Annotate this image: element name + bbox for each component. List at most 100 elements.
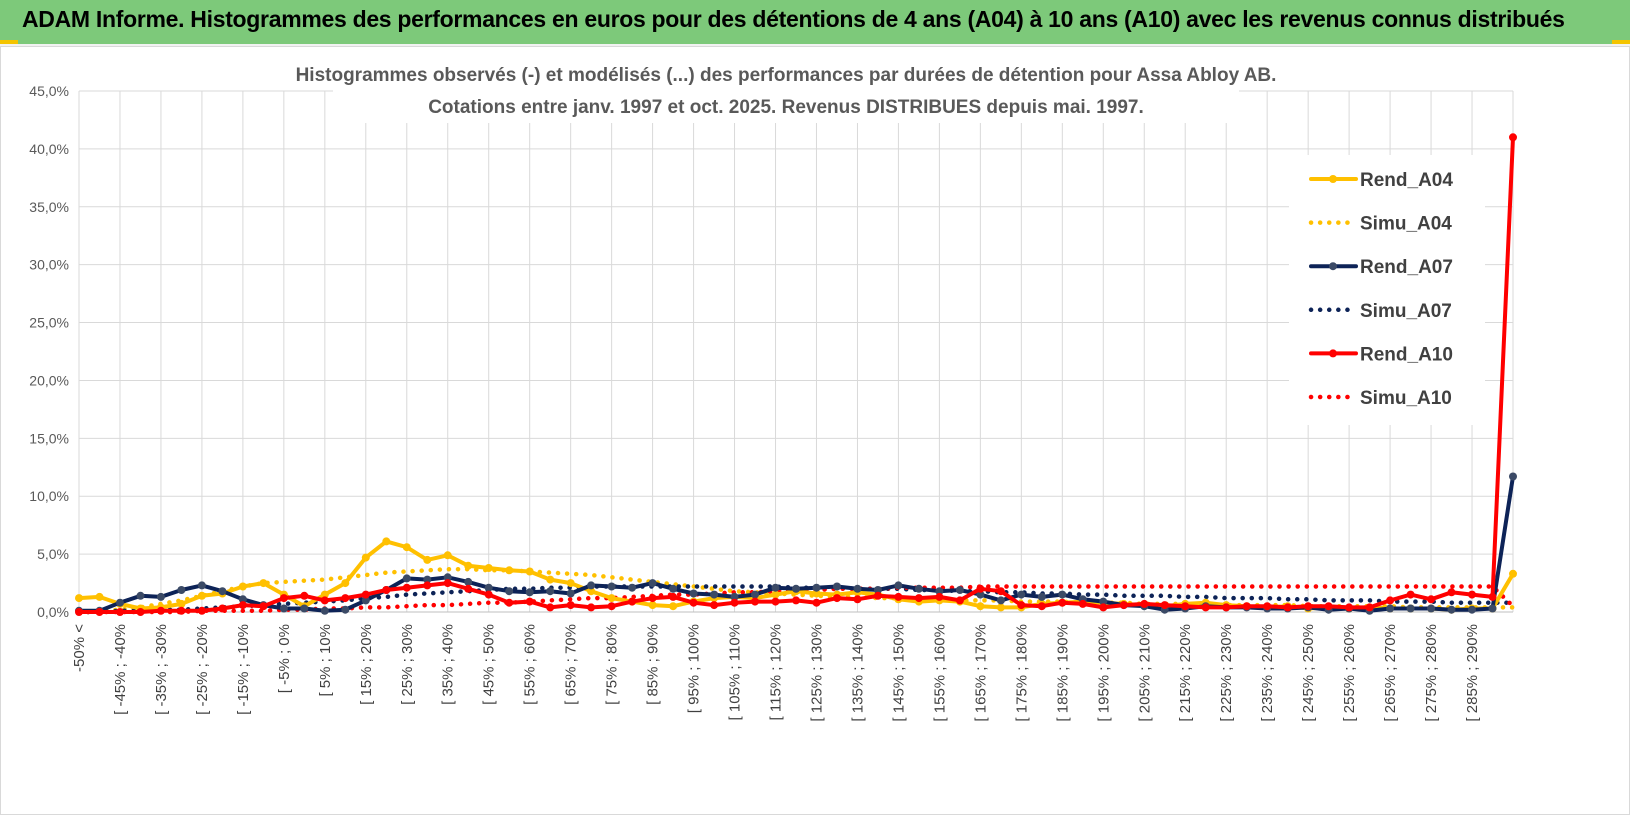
point-rend-a10 — [546, 603, 555, 612]
point-rend-a10 — [628, 597, 637, 606]
header-accent-right — [1612, 40, 1630, 44]
point-rend-a04 — [177, 599, 186, 608]
point-rend-a04 — [197, 591, 206, 600]
point-rend-a07 — [464, 577, 473, 586]
x-tick-label: [ 225% ; 230% — [1218, 624, 1235, 722]
x-tick-label: [ -25% ; -20% — [194, 624, 211, 715]
point-rend-a10 — [1017, 601, 1026, 610]
x-tick-label: [ 245% ; 250% — [1300, 624, 1317, 722]
point-rend-a10 — [1447, 588, 1456, 597]
point-rend-a10 — [505, 598, 514, 607]
point-rend-a07 — [1488, 604, 1497, 613]
point-rend-a10 — [566, 601, 575, 610]
point-rend-a07 — [873, 586, 882, 594]
y-axis-ticks: 0,0% 5,0% 10,0% 15,0% 20,0% 25,0% 30,0% 35,0% 40… — [29, 83, 69, 620]
point-rend-a10 — [443, 579, 452, 588]
point-rend-a07 — [955, 586, 964, 594]
point-rend-a07 — [177, 586, 186, 594]
point-rend-a10 — [1140, 599, 1149, 608]
point-rend-a10 — [873, 591, 882, 600]
x-tick-label: [ 275% ; 280% — [1423, 624, 1440, 722]
point-rend-a10 — [1058, 598, 1067, 607]
x-tick-label: [ 285% ; 290% — [1464, 624, 1481, 722]
legend-marker-rend-a04 — [1329, 175, 1337, 183]
y-tick-label: 40,0% — [29, 141, 69, 157]
y-tick-label: 15,0% — [29, 430, 69, 446]
legend-marker-rend-a07 — [1329, 262, 1337, 271]
point-rend-a10 — [1406, 590, 1415, 599]
x-tick-label: [ 155% ; 160% — [931, 624, 948, 722]
point-rend-a04 — [771, 590, 780, 599]
point-rend-a04 — [464, 561, 473, 570]
point-rend-a10 — [95, 608, 104, 616]
point-rend-a04 — [812, 589, 821, 598]
point-rend-a07 — [116, 598, 124, 607]
x-tick-label: [ -35% ; -30% — [153, 624, 170, 715]
point-rend-a10 — [1160, 601, 1169, 610]
x-tick-label: [ 255% ; 260% — [1341, 624, 1358, 722]
point-rend-a07 — [525, 588, 534, 597]
point-rend-a04 — [423, 555, 432, 564]
point-rend-a10 — [197, 606, 206, 615]
x-tick-label: [ 145% ; 150% — [890, 624, 907, 722]
chart-legend: Rend_A04 Simu_A04 Rend_A07 Simu_A07 Rend_A10… — [1289, 155, 1485, 425]
point-rend-a10 — [955, 596, 964, 605]
point-rend-a04 — [341, 579, 350, 588]
x-tick-label: [ 95% ; 100% — [686, 624, 703, 713]
point-rend-a07 — [156, 592, 165, 601]
y-tick-label: 10,0% — [29, 488, 69, 504]
point-rend-a10 — [1345, 603, 1354, 612]
x-tick-label: [ 185% ; 190% — [1054, 624, 1071, 722]
point-rend-a10 — [1304, 602, 1313, 611]
x-tick-label: [ 125% ; 130% — [808, 624, 825, 722]
point-rend-a10 — [1263, 602, 1272, 611]
point-rend-a10 — [300, 591, 309, 600]
point-rend-a07 — [546, 587, 555, 596]
point-rend-a07 — [484, 583, 493, 592]
point-rend-a10 — [136, 608, 145, 616]
point-rend-a10 — [1324, 602, 1333, 611]
point-rend-a10 — [853, 595, 862, 604]
x-tick-label: [ 45% ; 50% — [481, 624, 498, 705]
point-rend-a10 — [341, 594, 350, 603]
point-rend-a04 — [443, 551, 452, 560]
point-rend-a07 — [300, 604, 309, 613]
point-rend-a10 — [587, 603, 596, 612]
x-tick-label: [ 195% ; 200% — [1095, 624, 1112, 722]
point-rend-a10 — [976, 584, 985, 593]
point-rend-a07 — [423, 575, 432, 584]
point-rend-a07 — [505, 587, 514, 596]
point-rend-a10 — [1427, 595, 1436, 604]
point-rend-a07 — [812, 583, 821, 592]
point-rend-a10 — [996, 587, 1005, 596]
point-rend-a04 — [976, 602, 985, 611]
y-tick-label: 0,0% — [37, 604, 69, 620]
point-rend-a10 — [116, 608, 124, 616]
point-rend-a10 — [771, 597, 780, 606]
point-rend-a10 — [218, 604, 227, 613]
point-rend-a10 — [423, 581, 432, 590]
x-tick-label: [ 215% ; 220% — [1177, 624, 1194, 722]
point-rend-a07 — [218, 587, 227, 596]
point-rend-a04 — [996, 603, 1005, 612]
x-tick-label: [ -45% ; -40% — [112, 624, 129, 715]
point-rend-a10 — [279, 594, 288, 603]
point-rend-a07 — [1406, 604, 1415, 613]
point-rend-a10 — [1509, 133, 1517, 142]
x-tick-label: [ 35% ; 40% — [440, 624, 457, 705]
point-rend-a10 — [914, 594, 923, 603]
point-rend-a10 — [525, 597, 534, 606]
point-rend-a04 — [259, 579, 268, 588]
point-rend-a07 — [648, 579, 657, 588]
point-rend-a04 — [525, 567, 534, 576]
x-tick-label: [ 65% ; 70% — [563, 624, 580, 705]
x-tick-label: [ 75% ; 80% — [604, 624, 621, 705]
report-title: ADAM Informe. Histogrammes des performan… — [22, 6, 1565, 32]
point-rend-a10 — [177, 606, 186, 615]
point-rend-a04 — [402, 543, 411, 552]
point-rend-a04 — [669, 602, 678, 611]
point-rend-a10 — [935, 592, 944, 601]
point-rend-a07 — [751, 590, 759, 599]
point-rend-a07 — [1427, 604, 1436, 613]
point-rend-a10 — [1283, 603, 1292, 612]
